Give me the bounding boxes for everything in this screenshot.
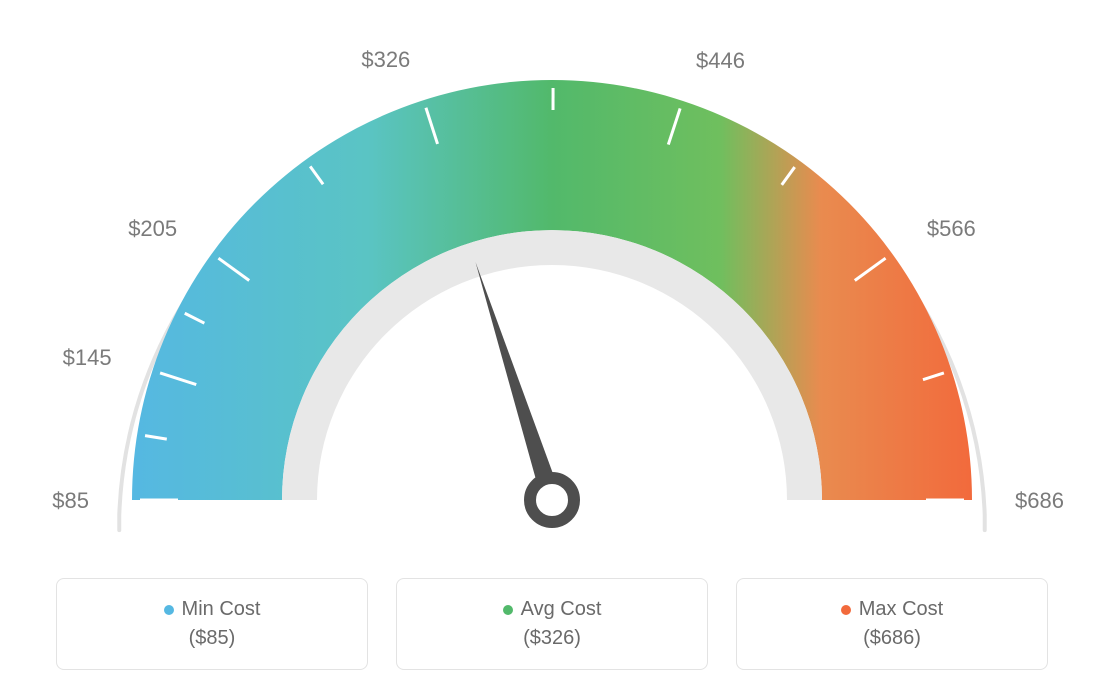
legend-box-max: Max Cost ($686) [736, 578, 1048, 670]
svg-text:$85: $85 [52, 488, 89, 513]
legend-box-avg: Avg Cost ($326) [396, 578, 708, 670]
legend-dot-avg [503, 605, 513, 615]
legend-value-min: ($85) [189, 627, 236, 650]
legend-value-max: ($686) [863, 627, 921, 650]
legend-row: Min Cost ($85) Avg Cost ($326) Max Cost … [0, 578, 1104, 670]
legend-dot-max [841, 605, 851, 615]
gauge-chart: $85 $145 $205 $326 $446 $566 $686 [0, 0, 1104, 560]
svg-text:$145: $145 [63, 345, 112, 370]
svg-text:$326: $326 [361, 47, 410, 72]
svg-text:$446: $446 [696, 48, 745, 73]
legend-label-avg: Avg Cost [521, 598, 602, 621]
legend-value-avg: ($326) [523, 627, 581, 650]
cost-gauge-widget: $85 $145 $205 $326 $446 $566 $686 Min Cost ($8… [0, 0, 1104, 690]
svg-text:$686: $686 [1015, 488, 1064, 513]
legend-label-max: Max Cost [859, 598, 943, 621]
legend-dot-min [164, 605, 174, 615]
legend-box-min: Min Cost ($85) [56, 578, 368, 670]
legend-title-min: Min Cost [164, 598, 261, 621]
legend-title-max: Max Cost [841, 598, 943, 621]
svg-text:$205: $205 [128, 216, 177, 241]
legend-label-min: Min Cost [182, 598, 261, 621]
legend-title-avg: Avg Cost [503, 598, 602, 621]
svg-text:$566: $566 [927, 216, 976, 241]
